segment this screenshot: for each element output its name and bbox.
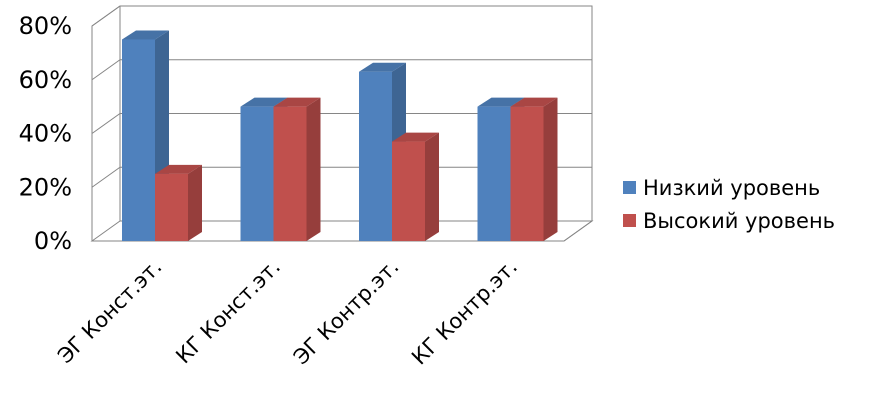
legend-label-high: Высокий уровень <box>643 209 835 233</box>
y-axis-ticks: 0% 20% 40% 60% 80% <box>19 12 72 255</box>
gridline <box>91 113 592 134</box>
y-tick-label: 80% <box>19 12 72 40</box>
x-tick-label: КГ Конст.эт. <box>171 255 285 369</box>
x-tick-label: ЭГ Конст.эт. <box>53 255 167 369</box>
bar <box>122 30 169 241</box>
legend: Низкий уровень Высокий уровень <box>623 176 835 233</box>
y-tick-label: 0% <box>34 227 72 255</box>
gridline <box>91 59 592 81</box>
y-tick-label: 60% <box>19 66 72 94</box>
bars <box>122 30 558 241</box>
y-tick-label: 20% <box>19 173 72 201</box>
bar <box>510 97 558 241</box>
y-tick-label: 40% <box>19 120 72 148</box>
gridline <box>91 5 592 27</box>
bar <box>392 132 439 241</box>
legend-label-low: Низкий уровень <box>643 176 820 200</box>
legend-swatch-high <box>623 214 636 227</box>
x-tick-label: ЭГ Контр.эт. <box>289 255 404 370</box>
x-tick-label: КГ Контр.эт. <box>407 255 522 370</box>
bar <box>273 97 321 241</box>
x-axis-labels: ЭГ Конст.эт. КГ Конст.эт. ЭГ Контр.эт. КГ К… <box>53 255 522 370</box>
legend-swatch-low <box>623 181 636 194</box>
bar <box>155 164 202 241</box>
